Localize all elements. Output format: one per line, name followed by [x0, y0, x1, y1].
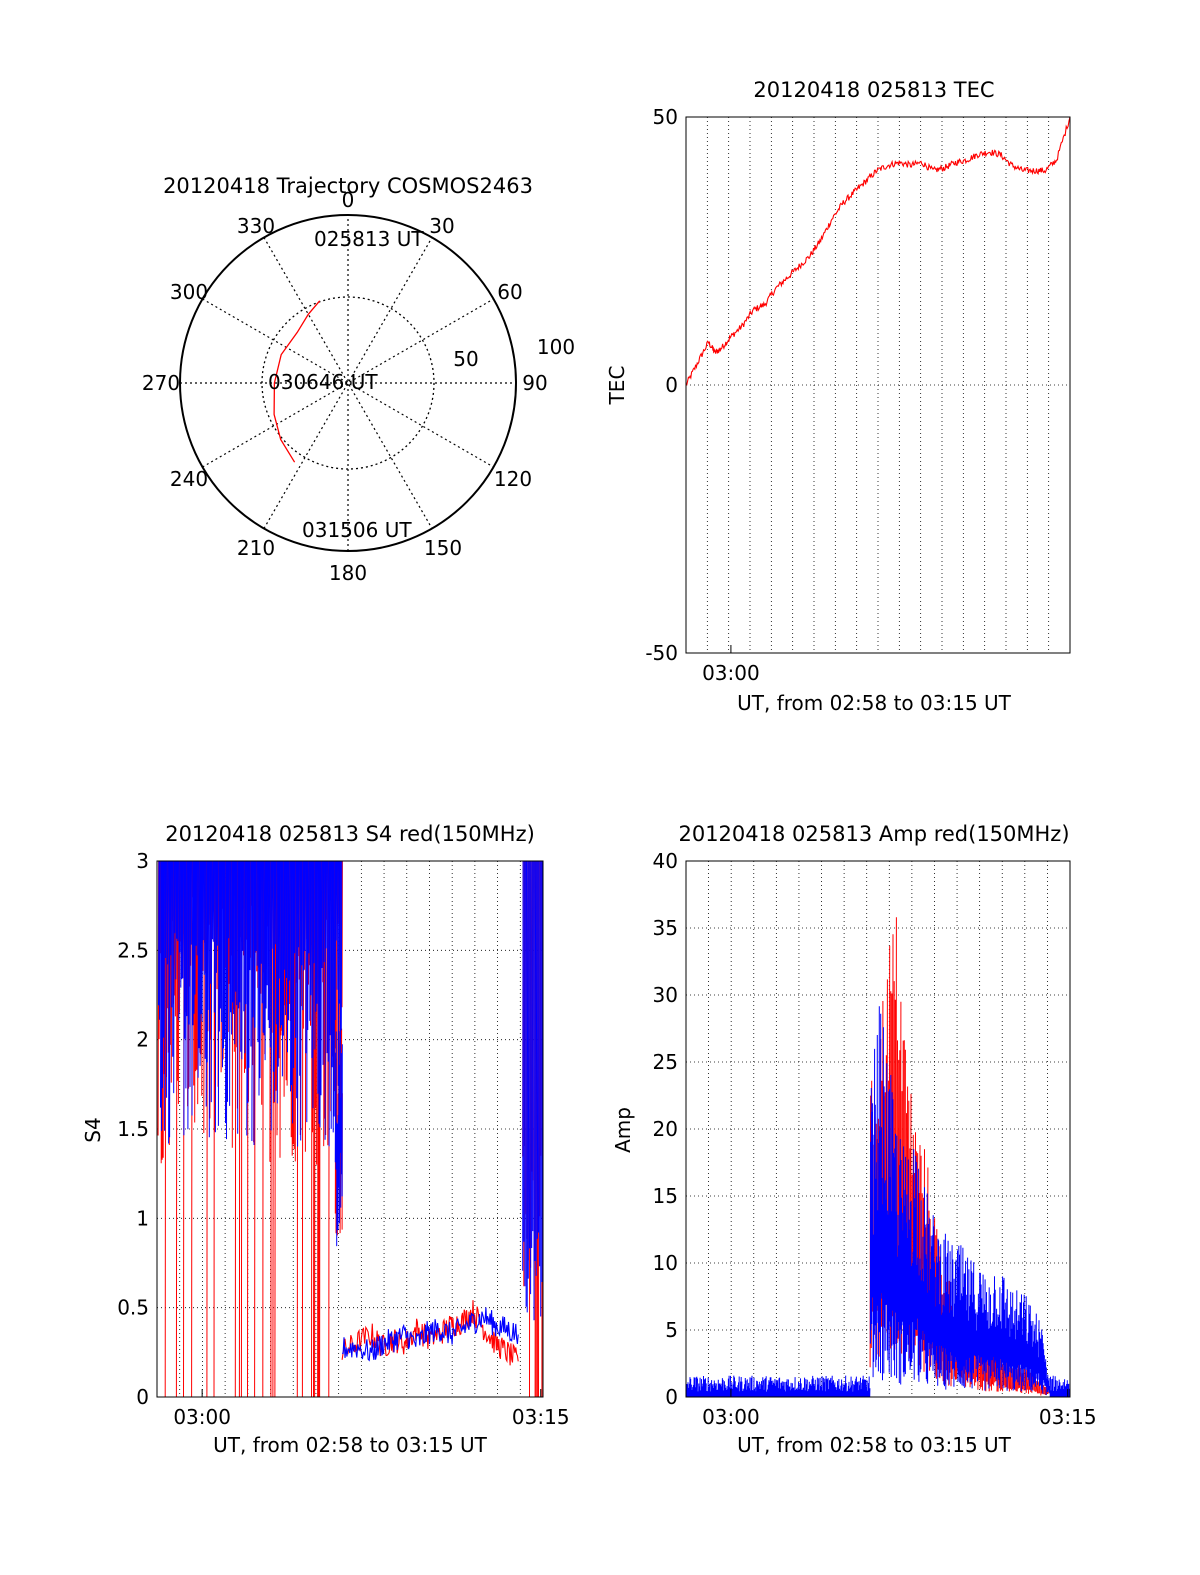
y-tick-label: 25	[653, 1050, 678, 1074]
polar-azimuth-label: 330	[237, 214, 275, 238]
y-tick-label: 2	[136, 1028, 149, 1052]
polar-azimuth-label: 120	[494, 467, 532, 491]
polar-elevation-label-50: 50	[453, 347, 478, 371]
y-tick-label: 0	[665, 373, 678, 397]
s4-line-red	[341, 1300, 519, 1366]
y-tick-label: 40	[653, 849, 678, 873]
tec-plot-frame	[685, 116, 1071, 654]
polar-azimuth-label: 30	[429, 214, 454, 238]
y-tick-label: 0.5	[117, 1296, 149, 1320]
polar-trajectory-panel: 20120418 Trajectory COSMOS2463 0 30 60 90 12…	[142, 174, 575, 585]
polar-azimuth-label: 0	[342, 188, 355, 212]
y-tick-label: 30	[653, 983, 678, 1007]
x-tick-label: 03:00	[702, 661, 760, 685]
y-tick-label: 0	[136, 1385, 149, 1409]
s4-noise-traces	[157, 860, 543, 1398]
y-tick-label: 0	[665, 1385, 678, 1409]
s4-series	[341, 1300, 519, 1366]
polar-azimuth-label: 150	[424, 536, 462, 560]
y-tick-label: 20	[653, 1117, 678, 1141]
amp-ylabel: Amp	[611, 1107, 635, 1153]
polar-azimuth-label: 300	[170, 280, 208, 304]
y-tick-label: 1	[136, 1206, 149, 1230]
trajectory-mid-label: 030646 UT	[268, 370, 378, 394]
polar-spoke	[202, 298, 494, 468]
tec-grid	[686, 117, 1070, 653]
amp-noise-traces	[685, 917, 1071, 1398]
y-tick-label: 15	[653, 1184, 678, 1208]
tec-panel: 20120418 025813 TEC 03:00 -50 0 50 UT, from…	[605, 78, 1071, 715]
y-tick-label: 2.5	[117, 938, 149, 962]
tec-series	[685, 116, 1071, 386]
polar-inner-circle	[261, 296, 435, 470]
tec-title: 20120418 025813 TEC	[753, 78, 994, 102]
y-tick-label: 35	[653, 916, 678, 940]
y-tick-label: 3	[136, 849, 149, 873]
amp-panel: 20120418 025813 Amp red(150MHz) 03:00 03:…	[611, 822, 1097, 1457]
x-tick-label: 03:00	[173, 1405, 231, 1429]
s4-grid	[157, 861, 543, 1397]
polar-azimuth-label: 210	[237, 536, 275, 560]
amp-ticks: 03:00 03:15 0 5 10 15 20 25 30 35 40	[653, 849, 1097, 1429]
tec-xlabel: UT, from 02:58 to 03:15 UT	[737, 691, 1012, 715]
y-tick-label: 5	[665, 1318, 678, 1342]
polar-azimuth-label: 270	[142, 371, 180, 395]
tec-ticks: 03:00 -50 0 50	[645, 105, 759, 685]
s4-line-blue	[341, 1307, 519, 1362]
y-tick-label: -50	[645, 641, 678, 665]
polar-spoke	[263, 237, 433, 529]
y-tick-label: 50	[653, 105, 678, 129]
s4-plot-frame	[156, 860, 544, 1398]
y-tick-label: 1.5	[117, 1117, 149, 1141]
trajectory-line	[273, 300, 321, 463]
polar-elevation-label-100: 100	[537, 335, 575, 359]
polar-spoke	[202, 298, 494, 468]
s4-xlabel: UT, from 02:58 to 03:15 UT	[213, 1433, 488, 1457]
amp-xlabel: UT, from 02:58 to 03:15 UT	[737, 1433, 1012, 1457]
s4-title: 20120418 025813 S4 red(150MHz)	[165, 822, 535, 846]
s4-noise-blue	[158, 860, 543, 1321]
tec-line	[685, 116, 1071, 386]
amp-plot-frame	[685, 860, 1071, 1398]
tec-ylabel: TEC	[605, 366, 629, 406]
x-tick-label: 03:15	[1039, 1405, 1097, 1429]
x-tick-label: 03:00	[702, 1405, 760, 1429]
s4-ylabel: S4	[81, 1117, 105, 1142]
trajectory-start-label: 025813 UT	[314, 227, 424, 251]
trajectory-end-label: 031506 UT	[302, 518, 412, 542]
y-tick-label: 10	[653, 1251, 678, 1275]
s4-panel: 20120418 025813 S4 red(150MHz) 03:00 03:1…	[81, 822, 570, 1457]
polar-azimuth-label: 240	[170, 467, 208, 491]
polar-azimuth-label: 90	[522, 371, 547, 395]
amp-noise-blue	[685, 1006, 1071, 1398]
s4-ticks: 03:00 03:15 0 0.5 1 1.5 2 2.5 3	[117, 849, 569, 1429]
polar-title: 20120418 Trajectory COSMOS2463	[163, 174, 533, 198]
amp-title: 20120418 025813 Amp red(150MHz)	[678, 822, 1069, 846]
polar-azimuth-labels: 0 30 60 90 120 150 180 210 240 270 300 330	[142, 188, 548, 585]
x-tick-label: 03:15	[512, 1405, 570, 1429]
polar-spoke	[263, 237, 433, 529]
polar-outer-circle	[179, 214, 517, 552]
polar-grid	[180, 215, 516, 551]
polar-azimuth-label: 60	[497, 280, 522, 304]
polar-azimuth-label: 180	[329, 561, 367, 585]
